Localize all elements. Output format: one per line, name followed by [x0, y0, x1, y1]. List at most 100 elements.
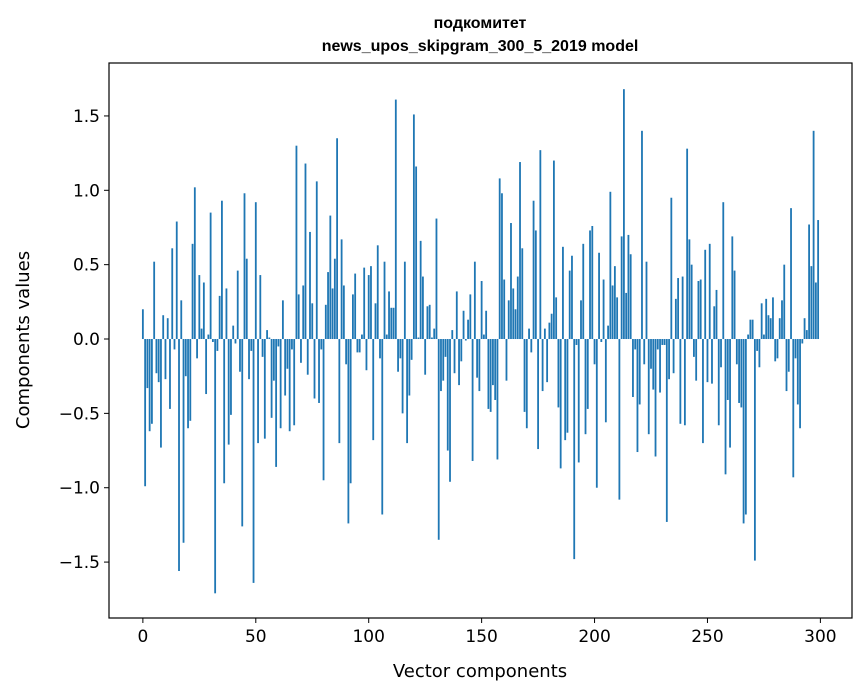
chart-title-line-1: подкомитет [434, 15, 527, 32]
bars-group [141, 89, 820, 594]
bar [711, 339, 713, 384]
bar [460, 339, 463, 362]
bar [760, 303, 763, 340]
bar [792, 339, 795, 478]
bar [442, 339, 445, 381]
bar [471, 339, 474, 461]
bar [428, 304, 431, 340]
bar [304, 163, 307, 340]
bar [291, 339, 293, 350]
bar [645, 261, 648, 340]
bar [731, 236, 734, 340]
bar [214, 339, 217, 594]
y-axis-label: Components values [13, 251, 34, 429]
bar [458, 339, 460, 386]
bar [528, 328, 530, 340]
bar [629, 254, 632, 340]
x-tick-label: 100 [352, 627, 384, 647]
bar [306, 339, 309, 375]
bar [814, 282, 817, 340]
bar [157, 339, 160, 383]
bar [277, 339, 280, 347]
bar [568, 270, 571, 340]
bar [248, 339, 250, 380]
bar [541, 339, 544, 392]
bar [221, 200, 223, 340]
bar [519, 162, 521, 340]
bar [616, 297, 619, 340]
bar [559, 339, 562, 469]
bar [638, 339, 641, 405]
bar [435, 218, 438, 340]
bar [566, 339, 569, 433]
bar [207, 334, 210, 340]
bar [205, 339, 208, 395]
bar [363, 267, 366, 340]
bar [733, 270, 736, 340]
bar [245, 258, 248, 340]
bar [663, 339, 666, 345]
bar [279, 339, 282, 429]
bar [661, 339, 664, 345]
bar [749, 319, 752, 340]
bar [532, 200, 535, 340]
bar [216, 339, 219, 351]
bar [202, 282, 205, 340]
bar [415, 166, 418, 340]
bar [794, 339, 797, 359]
bar [270, 339, 273, 418]
bar [735, 339, 738, 365]
bar [713, 306, 716, 340]
bar [173, 339, 176, 350]
bar [223, 339, 226, 484]
bar [336, 138, 338, 340]
bar [464, 339, 467, 341]
bar [399, 339, 402, 359]
bar [196, 339, 198, 359]
bar [706, 339, 709, 383]
bar [650, 339, 652, 369]
bar [575, 339, 578, 345]
y-tick-label: −1.0 [59, 479, 100, 499]
bar [297, 294, 300, 340]
bar [808, 224, 810, 340]
bar [327, 272, 329, 340]
bar [724, 339, 727, 475]
bar [376, 245, 379, 340]
bar [383, 261, 386, 340]
bar [320, 339, 323, 350]
bar [198, 275, 201, 340]
bar [720, 339, 722, 368]
bar [516, 276, 519, 340]
bar [433, 328, 436, 340]
bar [263, 339, 266, 439]
bar [313, 339, 316, 399]
bar [557, 339, 560, 408]
bar [767, 315, 770, 340]
bar [679, 339, 682, 424]
bar [315, 181, 318, 340]
bar [564, 339, 567, 441]
bar [659, 339, 661, 393]
bar [785, 339, 788, 392]
x-tick-label: 50 [245, 627, 267, 647]
bar [546, 339, 549, 383]
bar [643, 339, 646, 365]
bar [467, 319, 469, 340]
chart-title-line-2: news_upos_skipgram_300_5_2019 model [322, 38, 639, 55]
bar [652, 339, 655, 390]
bar [218, 295, 221, 340]
bar [372, 339, 375, 441]
bar [641, 130, 643, 340]
bar [593, 339, 596, 365]
bar [744, 339, 747, 515]
bar [266, 330, 268, 340]
bar [408, 339, 411, 396]
bar [512, 288, 515, 340]
bar [410, 339, 413, 360]
bar [354, 273, 357, 340]
bar [537, 339, 539, 450]
bar [261, 339, 264, 357]
bar [523, 339, 526, 412]
